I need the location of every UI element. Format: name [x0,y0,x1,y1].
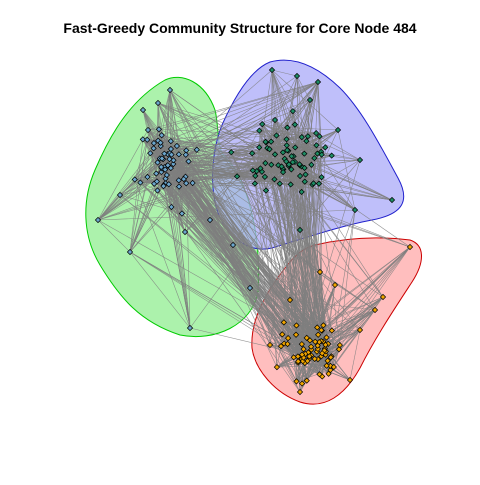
plot-title: Fast-Greedy Community Structure for Core… [0,20,480,36]
